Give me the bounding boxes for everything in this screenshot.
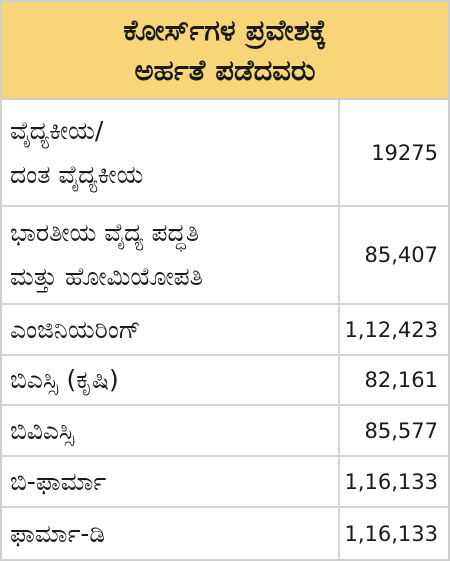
row-label: ಫಾರ್ಮಾ-ಡಿ [2, 508, 340, 559]
row-value: 82,161 [364, 368, 438, 392]
label-line: ಫಾರ್ಮಾ-ಡಿ [10, 518, 106, 548]
label-line: ಬಿವಿಎಸ್ಸಿ [10, 415, 75, 445]
label-line: ಎಂಜಿನಿಯರಿಂಗ್ [10, 314, 141, 344]
label-line: ಬಿ-ಫಾರ್ಮಾ [10, 466, 107, 496]
row-label: ಎಂಜಿನಿಯರಿಂಗ್ [2, 305, 340, 354]
label-line: ದಂತ ವೈದ್ಯಕೀಯ [10, 159, 144, 189]
row-value: 19275 [371, 140, 438, 165]
row-label: ಬಿಎಸ್ಸಿ (ಕೃಷಿ) [2, 356, 340, 404]
row-label: ಬಿ-ಫಾರ್ಮಾ [2, 457, 340, 506]
row-value: 1,16,133 [344, 521, 438, 546]
label-line: ಬಿಎಸ್ಸಿ (ಕೃಷಿ) [10, 365, 119, 394]
title-line: ಅರ್ಹತೆ ಪಡೆದವರು [134, 53, 316, 87]
row-label: ಭಾರತೀಯ ವೈದ್ಯ ಪದ್ಧತಿ ಮತ್ತು ಹೋಮಿಯೋಪತಿ [2, 207, 340, 303]
table-row: ಬಿವಿಎಸ್ಸಿ 85,577 [2, 406, 448, 457]
row-label: ವೈದ್ಯಕೀಯ/ದಂತ ವೈದ್ಯಕೀಯ [2, 100, 340, 205]
table-row: ಬಿಎಸ್ಸಿ (ಕೃಷಿ) 82,161 [2, 356, 448, 406]
label-line: ಭಾರತೀಯ ವೈದ್ಯ ಪದ್ಧತಿ [10, 218, 199, 247]
row-value: 85,407 [364, 243, 438, 267]
label-line: ವೈದ್ಯಕೀಯ/ [10, 115, 104, 145]
title-line: ಕೋರ್ಸ್‌ಗಳ ಪ್ರವೇಶಕ್ಕೆ [123, 13, 327, 47]
label-line: ಮತ್ತು ಹೋಮಿಯೋಪತಿ [10, 262, 203, 291]
table-row: ಎಂಜಿನಿಯರಿಂಗ್ 1,12,423 [2, 305, 448, 356]
row-value: 1,16,133 [344, 469, 438, 494]
row-label: ಬಿವಿಎಸ್ಸಿ [2, 406, 340, 455]
table-header: ಕೋರ್ಸ್‌ಗಳ ಪ್ರವೇಶಕ್ಕೆ ಅರ್ಹತೆ ಪಡೆದವರು [2, 2, 448, 100]
table-row: ಭಾರತೀಯ ವೈದ್ಯ ಪದ್ಧತಿ ಮತ್ತು ಹೋಮಿಯೋಪತಿ 85,407 [2, 207, 448, 305]
table-row: ವೈದ್ಯಕೀಯ/ದಂತ ವೈದ್ಯಕೀಯ 19275 [2, 100, 448, 207]
table-body: ವೈದ್ಯಕೀಯ/ದಂತ ವೈದ್ಯಕೀಯ 19275 ಭಾರತೀಯ ವೈದ್ಯ ಪ… [2, 100, 448, 559]
table-row: ಬಿ-ಫಾರ್ಮಾ 1,16,133 [2, 457, 448, 508]
row-value: 85,577 [364, 418, 438, 443]
table-row: ಫಾರ್ಮಾ-ಡಿ 1,16,133 [2, 508, 448, 559]
row-value: 1,12,423 [344, 317, 438, 342]
